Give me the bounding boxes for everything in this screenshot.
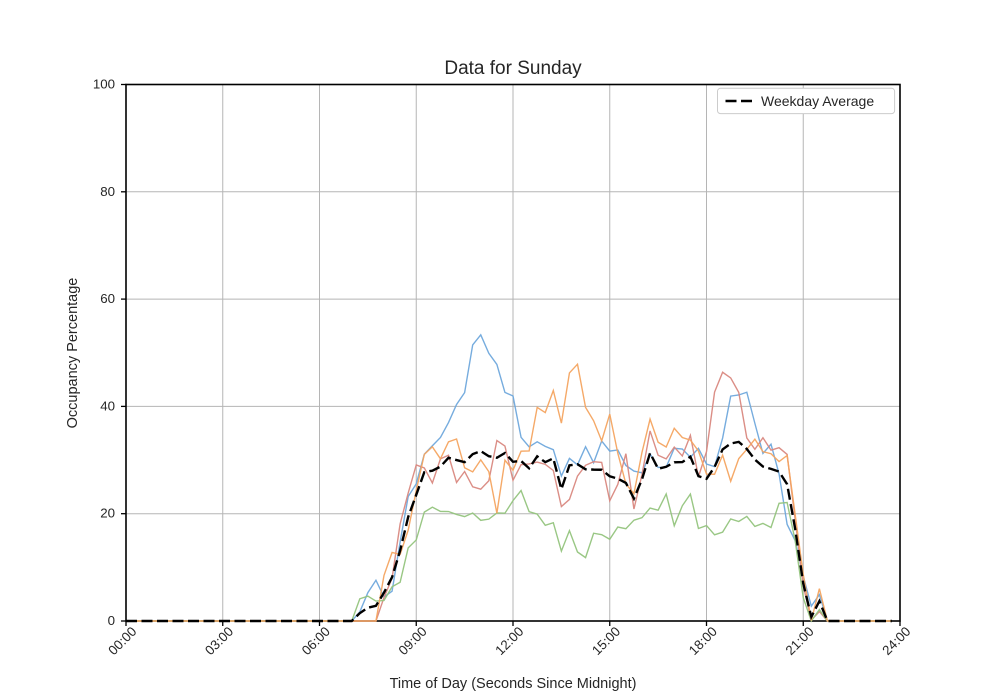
svg-text:80: 80 [100, 184, 115, 199]
svg-text:Weekday Average: Weekday Average [761, 93, 874, 109]
svg-text:100: 100 [93, 77, 115, 92]
svg-text:Data for Sunday: Data for Sunday [444, 58, 582, 79]
svg-text:Occupancy Percentage: Occupancy Percentage [65, 278, 81, 429]
svg-text:60: 60 [100, 291, 115, 306]
svg-text:20: 20 [100, 506, 115, 521]
svg-text:0: 0 [108, 613, 115, 628]
svg-text:Time of Day (Seconds Since Mid: Time of Day (Seconds Since Midnight) [390, 676, 637, 692]
svg-text:40: 40 [100, 398, 115, 413]
